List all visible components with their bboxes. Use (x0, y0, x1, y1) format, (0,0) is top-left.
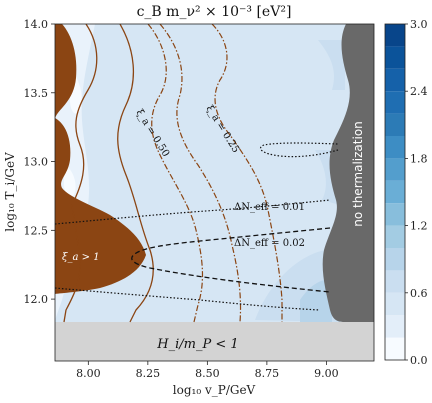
y-tick-label: 12.5 (24, 224, 49, 237)
colorbar-segment (385, 113, 405, 136)
colorbar-segment (385, 91, 405, 114)
colorbar-segment (385, 24, 405, 47)
plot-frame (54, 23, 375, 362)
colorbar-segment (385, 46, 405, 69)
label-dneff-002: ΔN_eff = 0.02 (234, 238, 305, 249)
colorbar: 0.0 0.6 1.2 1.8 2.4 3.0 (384, 18, 428, 367)
x-tick-label: 8.00 (76, 367, 101, 380)
colorbar-segment (385, 248, 405, 271)
region-hubble (55, 322, 374, 361)
colorbar-segment (385, 270, 405, 293)
colorbar-tick-label: 0.6 (410, 287, 428, 300)
x-axis-title: log₁₀ v_P/GeV (173, 383, 256, 397)
y-axis-title: log₁₀ T_i/GeV (3, 152, 17, 232)
colorbar-segment (385, 158, 405, 181)
heatmap-mid-patch (318, 40, 345, 90)
contour-dneff-002 (131, 227, 331, 293)
contour-xi-solid-2 (117, 24, 154, 323)
x-tick-label: 9.00 (314, 367, 339, 380)
y-tick-label: 14.0 (24, 18, 49, 31)
chart-title: c_B m_ν² × 10⁻³ [eV²] (137, 4, 292, 20)
y-axis: 12.0 12.5 13.0 13.5 14.0 (24, 18, 55, 306)
colorbar-segment (385, 136, 405, 159)
colorbar-segment (385, 337, 405, 360)
colorbar-tick-label: 3.0 (410, 18, 428, 31)
contour-dneff-001 (55, 199, 331, 225)
label-no-thermalization: no thermalization (351, 121, 365, 227)
heatmap-low-patch (64, 165, 76, 197)
colorbar-segment (385, 180, 405, 204)
region-xi-gt-1 (55, 24, 77, 118)
x-tick-label: 8.50 (195, 367, 220, 380)
contour-dneff-001b (55, 287, 321, 311)
colorbar-segment (385, 203, 405, 226)
colorbar-segment (385, 68, 405, 92)
x-tick-label: 8.25 (136, 367, 161, 380)
contour-dneff-001c (259, 142, 339, 158)
label-hubble: H_i/m_P < 1 (156, 337, 238, 352)
label-xi-gt-1: ξ_a > 1 (62, 252, 100, 263)
colorbar-segment (385, 225, 405, 248)
contour-xi-025b (159, 24, 242, 323)
region-no-thermalization (322, 24, 374, 322)
x-tick-label: 8.75 (255, 367, 280, 380)
colorbar-segment (385, 315, 405, 338)
y-tick-label: 13.5 (24, 87, 49, 100)
colorbar-segment (385, 292, 405, 316)
y-tick-label: 12.0 (24, 293, 49, 306)
colorbar-tick-label: 1.2 (410, 220, 428, 233)
colorbar-tick-label: 2.4 (410, 85, 428, 98)
x-axis: 8.00 8.25 8.50 8.75 9.00 (76, 361, 339, 380)
colorbar-tick-label: 0.0 (410, 354, 428, 367)
region-xi-gt-1 (55, 118, 146, 294)
colorbar-tick-label: 1.8 (410, 152, 428, 165)
label-dneff-001: ΔN_eff = 0.01 (234, 202, 305, 213)
y-tick-label: 13.0 (24, 156, 49, 169)
contour-xi-025a (211, 24, 283, 322)
colorbar-frame (384, 23, 406, 361)
contour-xi-solid-1 (63, 24, 98, 323)
plot-area (55, 24, 374, 361)
contour-xi-050 (147, 24, 204, 323)
